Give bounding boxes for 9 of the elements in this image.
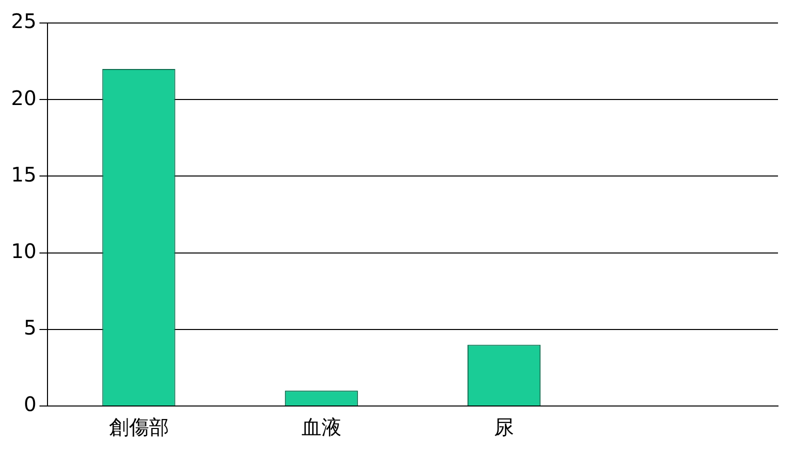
y-tick-label: 0	[24, 392, 36, 416]
y-tick-label: 10	[10, 239, 36, 264]
y-tick-label: 15	[10, 162, 36, 186]
x-tick-label: 創傷部	[108, 415, 169, 440]
y-tick-label: 5	[24, 316, 36, 340]
y-tick-label: 25	[10, 9, 36, 34]
y-tick-label: 20	[10, 86, 36, 110]
x-tick-label: 血液	[301, 415, 342, 440]
x-tick-label: 尿	[494, 415, 514, 440]
